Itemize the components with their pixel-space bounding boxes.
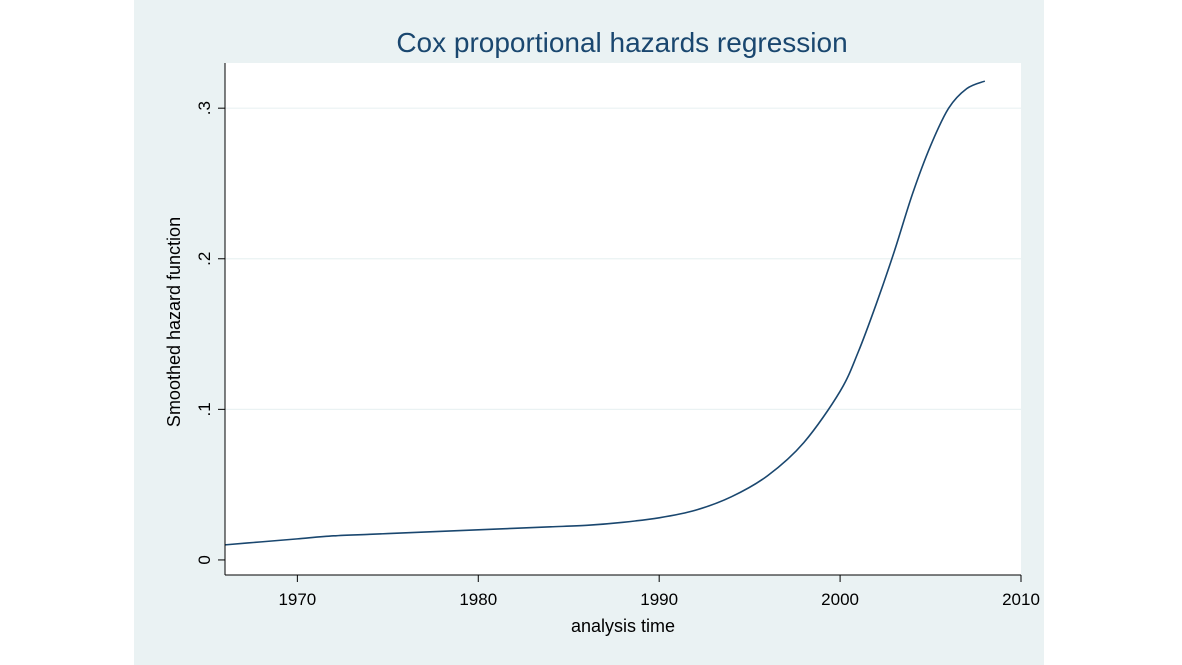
chart-svg: 1970 1980 1990 2000 2010 0 .1 .2 .3 Cox proport…	[164, 27, 1040, 636]
gridlines	[225, 107, 1021, 410]
x-tick-label: 1990	[640, 590, 678, 609]
y-tick-label: .2	[195, 252, 214, 266]
plot-area	[225, 63, 1021, 575]
y-tick-label: .3	[195, 101, 214, 115]
x-tick-label: 2010	[1002, 590, 1040, 609]
x-axis-label: analysis time	[571, 616, 675, 636]
x-tick-label: 1970	[278, 590, 316, 609]
series-line	[224, 80, 986, 546]
y-ticks: 0 .1 .2 .3	[195, 101, 225, 565]
x-ticks: 1970 1980 1990 2000 2010	[278, 575, 1040, 609]
chart-title: Cox proportional hazards regression	[396, 27, 847, 58]
y-tick-label: 0	[195, 555, 214, 564]
x-tick-label: 2000	[821, 590, 859, 609]
y-axis-label: Smoothed hazard function	[164, 217, 184, 427]
x-tick-label: 1980	[459, 590, 497, 609]
y-tick-label: .1	[195, 402, 214, 416]
chart-figure: 1970 1980 1990 2000 2010 0 .1 .2 .3 Cox proport…	[134, 0, 1044, 665]
